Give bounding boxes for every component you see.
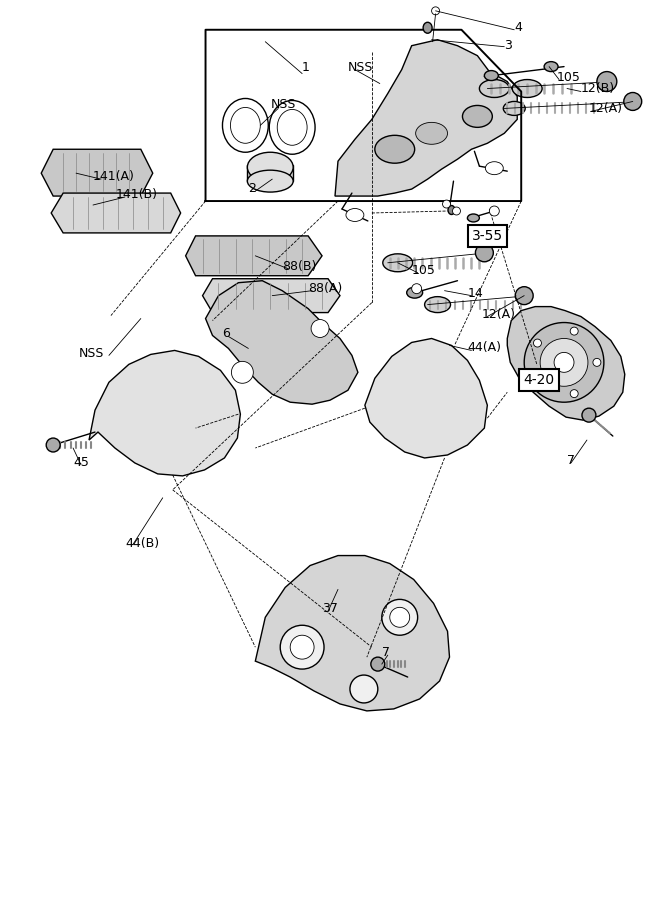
Text: 141(A): 141(A) <box>93 170 135 183</box>
Circle shape <box>515 287 533 304</box>
Circle shape <box>412 284 422 293</box>
Circle shape <box>570 327 578 335</box>
Circle shape <box>350 675 378 703</box>
Text: 3: 3 <box>504 39 512 51</box>
Ellipse shape <box>468 214 480 222</box>
Ellipse shape <box>448 205 455 214</box>
Polygon shape <box>89 350 240 476</box>
Polygon shape <box>185 236 322 275</box>
Ellipse shape <box>544 61 558 72</box>
Ellipse shape <box>512 79 542 97</box>
Ellipse shape <box>277 110 307 145</box>
Ellipse shape <box>346 209 364 221</box>
Circle shape <box>490 206 500 216</box>
Polygon shape <box>51 194 181 233</box>
Text: 37: 37 <box>322 602 338 616</box>
Text: 88(B): 88(B) <box>282 260 317 273</box>
Ellipse shape <box>223 98 268 152</box>
Ellipse shape <box>416 122 448 144</box>
Circle shape <box>582 409 596 422</box>
Text: 7: 7 <box>567 454 575 467</box>
Circle shape <box>534 378 542 386</box>
Circle shape <box>390 608 410 627</box>
Ellipse shape <box>423 22 432 33</box>
Circle shape <box>593 358 601 366</box>
Ellipse shape <box>230 107 260 143</box>
Text: NSS: NSS <box>79 347 105 360</box>
Ellipse shape <box>425 297 450 312</box>
Text: 88(A): 88(A) <box>308 282 342 294</box>
Ellipse shape <box>407 287 423 298</box>
Text: 6: 6 <box>223 328 230 340</box>
Circle shape <box>476 244 494 262</box>
Text: 105: 105 <box>412 264 436 276</box>
Text: 45: 45 <box>73 456 89 469</box>
Text: 3-55: 3-55 <box>472 229 503 243</box>
Polygon shape <box>365 338 488 458</box>
Circle shape <box>442 200 450 208</box>
Ellipse shape <box>247 170 293 192</box>
Text: 141(B): 141(B) <box>116 188 158 201</box>
Circle shape <box>280 626 324 669</box>
Text: 44(B): 44(B) <box>126 536 160 550</box>
Polygon shape <box>41 149 153 196</box>
Ellipse shape <box>462 105 492 127</box>
Circle shape <box>540 338 588 386</box>
Ellipse shape <box>480 79 510 97</box>
Ellipse shape <box>247 152 293 182</box>
Circle shape <box>624 93 642 111</box>
Text: 14: 14 <box>468 286 483 300</box>
Circle shape <box>597 72 617 92</box>
Circle shape <box>534 339 542 347</box>
Ellipse shape <box>383 254 413 272</box>
Circle shape <box>311 320 329 338</box>
Text: NSS: NSS <box>348 60 374 74</box>
Text: 7: 7 <box>382 646 390 659</box>
Circle shape <box>290 635 314 659</box>
Circle shape <box>554 353 574 373</box>
Circle shape <box>452 207 460 215</box>
Ellipse shape <box>504 102 525 115</box>
Polygon shape <box>205 281 358 404</box>
Ellipse shape <box>486 162 504 175</box>
Ellipse shape <box>375 135 415 163</box>
Ellipse shape <box>484 70 498 80</box>
Bar <box>247 166 293 181</box>
Ellipse shape <box>269 101 315 154</box>
Polygon shape <box>335 40 517 196</box>
Text: 12(A): 12(A) <box>589 103 623 115</box>
Circle shape <box>570 390 578 398</box>
Polygon shape <box>255 555 450 711</box>
Circle shape <box>432 7 440 14</box>
Circle shape <box>231 362 253 383</box>
Text: NSS: NSS <box>270 98 295 112</box>
Text: 12(B): 12(B) <box>581 83 615 95</box>
Text: 105: 105 <box>557 70 581 84</box>
Text: 2: 2 <box>248 182 256 195</box>
Circle shape <box>382 599 418 635</box>
Text: 1: 1 <box>302 60 310 74</box>
Polygon shape <box>203 279 340 312</box>
Text: 4-20: 4-20 <box>524 374 555 387</box>
Text: 12(A): 12(A) <box>482 308 516 320</box>
Circle shape <box>524 322 604 402</box>
Text: 4: 4 <box>514 21 522 33</box>
Polygon shape <box>508 307 625 420</box>
Text: 44(A): 44(A) <box>468 341 502 355</box>
Circle shape <box>46 438 60 452</box>
Circle shape <box>371 657 385 671</box>
